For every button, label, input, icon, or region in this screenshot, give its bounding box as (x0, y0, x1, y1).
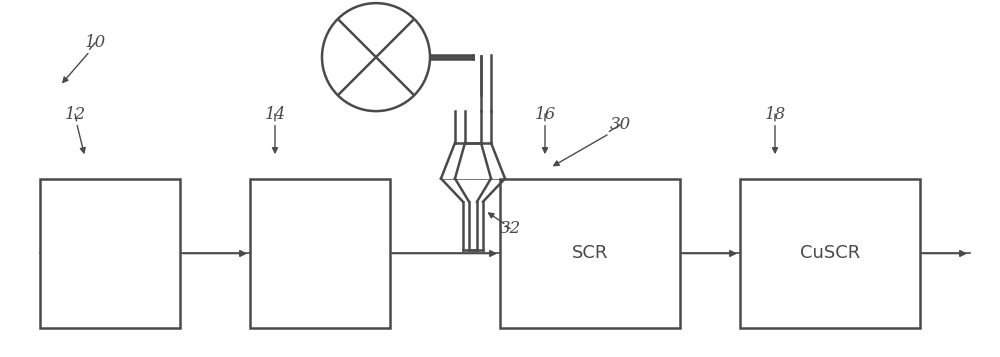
Ellipse shape (322, 3, 430, 111)
Bar (40, 178, 180, 328)
Text: SCR: SCR (572, 245, 608, 262)
Text: 14: 14 (264, 106, 286, 123)
Text: 32: 32 (499, 220, 521, 237)
Text: 12: 12 (64, 106, 86, 123)
Text: 30: 30 (609, 116, 631, 134)
Text: CuSCR: CuSCR (800, 245, 860, 262)
Text: 16: 16 (534, 106, 556, 123)
Bar (500, 178, 680, 328)
Bar (250, 178, 390, 328)
Text: 10: 10 (84, 34, 106, 51)
Bar (740, 178, 920, 328)
Text: 18: 18 (764, 106, 786, 123)
